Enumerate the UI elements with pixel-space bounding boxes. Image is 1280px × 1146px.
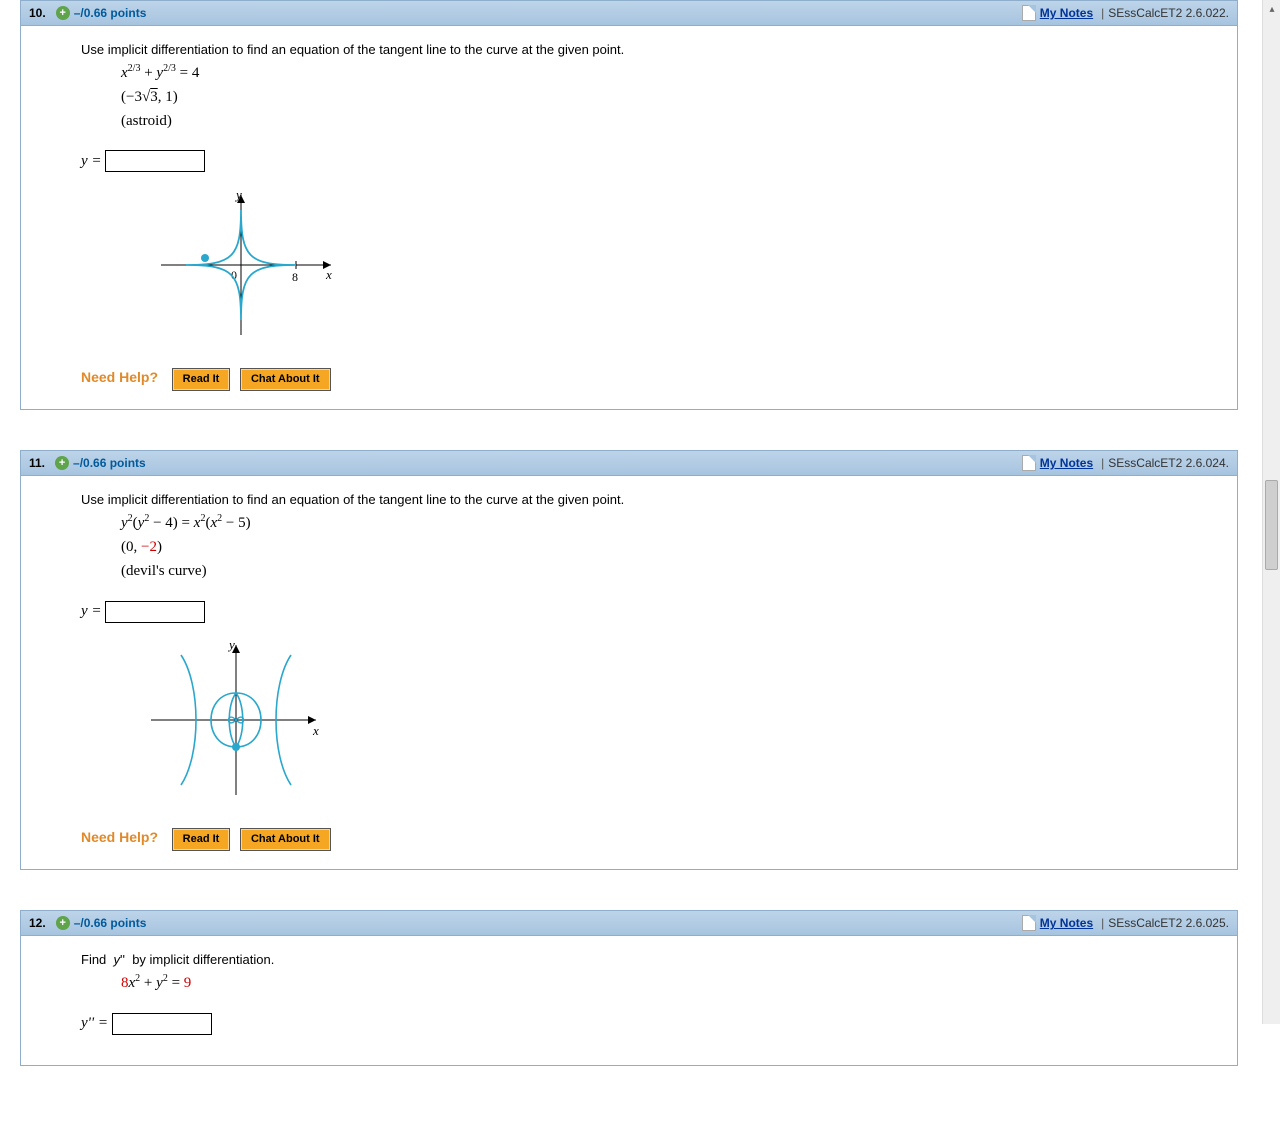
problem-header: 10. + –/0.66 points My Notes | SEssCalcE… (21, 1, 1237, 26)
need-help-label: Need Help? (81, 369, 158, 385)
answer-input[interactable] (105, 150, 205, 172)
answer-label: y = (81, 153, 102, 169)
answer-label: y = (81, 603, 102, 619)
problem-ref: SEssCalcET2 2.6.024. (1108, 456, 1229, 470)
answer-input[interactable] (105, 601, 205, 623)
notes-icon[interactable] (1022, 5, 1036, 21)
equation: y2(y2 − 4) = x2(x2 − 5) (121, 511, 1219, 535)
expand-icon[interactable]: + (56, 916, 70, 930)
scroll-thumb[interactable] (1265, 480, 1278, 570)
svg-text:x: x (325, 267, 332, 282)
my-notes-link[interactable]: My Notes (1040, 6, 1093, 20)
svg-text:x: x (312, 723, 319, 738)
need-help-label: Need Help? (81, 829, 158, 845)
problem-body: Find y'' by implicit differentiation. 8x… (21, 936, 1237, 1065)
prompt-text: Find y'' by implicit differentiation. (81, 950, 1219, 971)
prompt-text: Use implicit differentiation to find an … (81, 490, 1219, 511)
astroid-graph: y x 0 8 (141, 185, 341, 345)
read-it-button[interactable]: Read It (172, 828, 231, 852)
answer-label: y'' = (81, 1015, 108, 1031)
my-notes-link[interactable]: My Notes (1040, 916, 1093, 930)
help-row: Need Help? Read It Chat About It (81, 366, 1219, 392)
chat-about-it-button[interactable]: Chat About It (240, 828, 331, 852)
svg-text:8: 8 (292, 270, 298, 284)
prompt-text: Use implicit differentiation to find an … (81, 40, 1219, 61)
expand-icon[interactable]: + (56, 6, 70, 20)
problem-number: 11. (29, 456, 45, 470)
equation: 8x2 + y2 = 9 (121, 971, 1219, 995)
problem-ref: SEssCalcET2 2.6.025. (1108, 916, 1229, 930)
problem-12: 12. + –/0.66 points My Notes | SEssCalcE… (20, 910, 1238, 1066)
problem-11: 11. + –/0.66 points My Notes | SEssCalcE… (20, 450, 1238, 870)
problem-body: Use implicit differentiation to find an … (21, 26, 1237, 409)
scrollbar[interactable]: ▴ (1262, 0, 1280, 1024)
help-row: Need Help? Read It Chat About It (81, 826, 1219, 852)
curve-name: (devil's curve) (121, 559, 1219, 583)
problem-header: 12. + –/0.66 points My Notes | SEssCalcE… (21, 911, 1237, 936)
chat-about-it-button[interactable]: Chat About It (240, 368, 331, 392)
svg-text:y: y (234, 187, 242, 202)
notes-icon[interactable] (1022, 455, 1036, 471)
my-notes-link[interactable]: My Notes (1040, 456, 1093, 470)
problem-10: 10. + –/0.66 points My Notes | SEssCalcE… (20, 0, 1238, 410)
devils-curve-graph: y x (141, 635, 331, 805)
problem-ref: SEssCalcET2 2.6.022. (1108, 6, 1229, 20)
given-point: (−3√3, 1) (121, 85, 1219, 109)
expand-icon[interactable]: + (55, 456, 69, 470)
equation: x2/3 + y2/3 = 4 (121, 61, 1219, 85)
problem-number: 10. (29, 6, 46, 20)
scroll-up-icon[interactable]: ▴ (1263, 0, 1280, 18)
points-label: –/0.66 points (74, 6, 147, 20)
curve-name: (astroid) (121, 109, 1219, 133)
answer-row: y'' = (81, 1011, 1219, 1035)
answer-row: y = (81, 149, 1219, 173)
points-label: –/0.66 points (74, 916, 147, 930)
notes-icon[interactable] (1022, 915, 1036, 931)
points-label: –/0.66 points (73, 456, 146, 470)
svg-text:y: y (227, 637, 235, 652)
problem-number: 12. (29, 916, 46, 930)
answer-row: y = (81, 599, 1219, 623)
given-point: (0, −2) (121, 535, 1219, 559)
problem-body: Use implicit differentiation to find an … (21, 476, 1237, 869)
read-it-button[interactable]: Read It (172, 368, 231, 392)
problem-header: 11. + –/0.66 points My Notes | SEssCalcE… (21, 451, 1237, 476)
